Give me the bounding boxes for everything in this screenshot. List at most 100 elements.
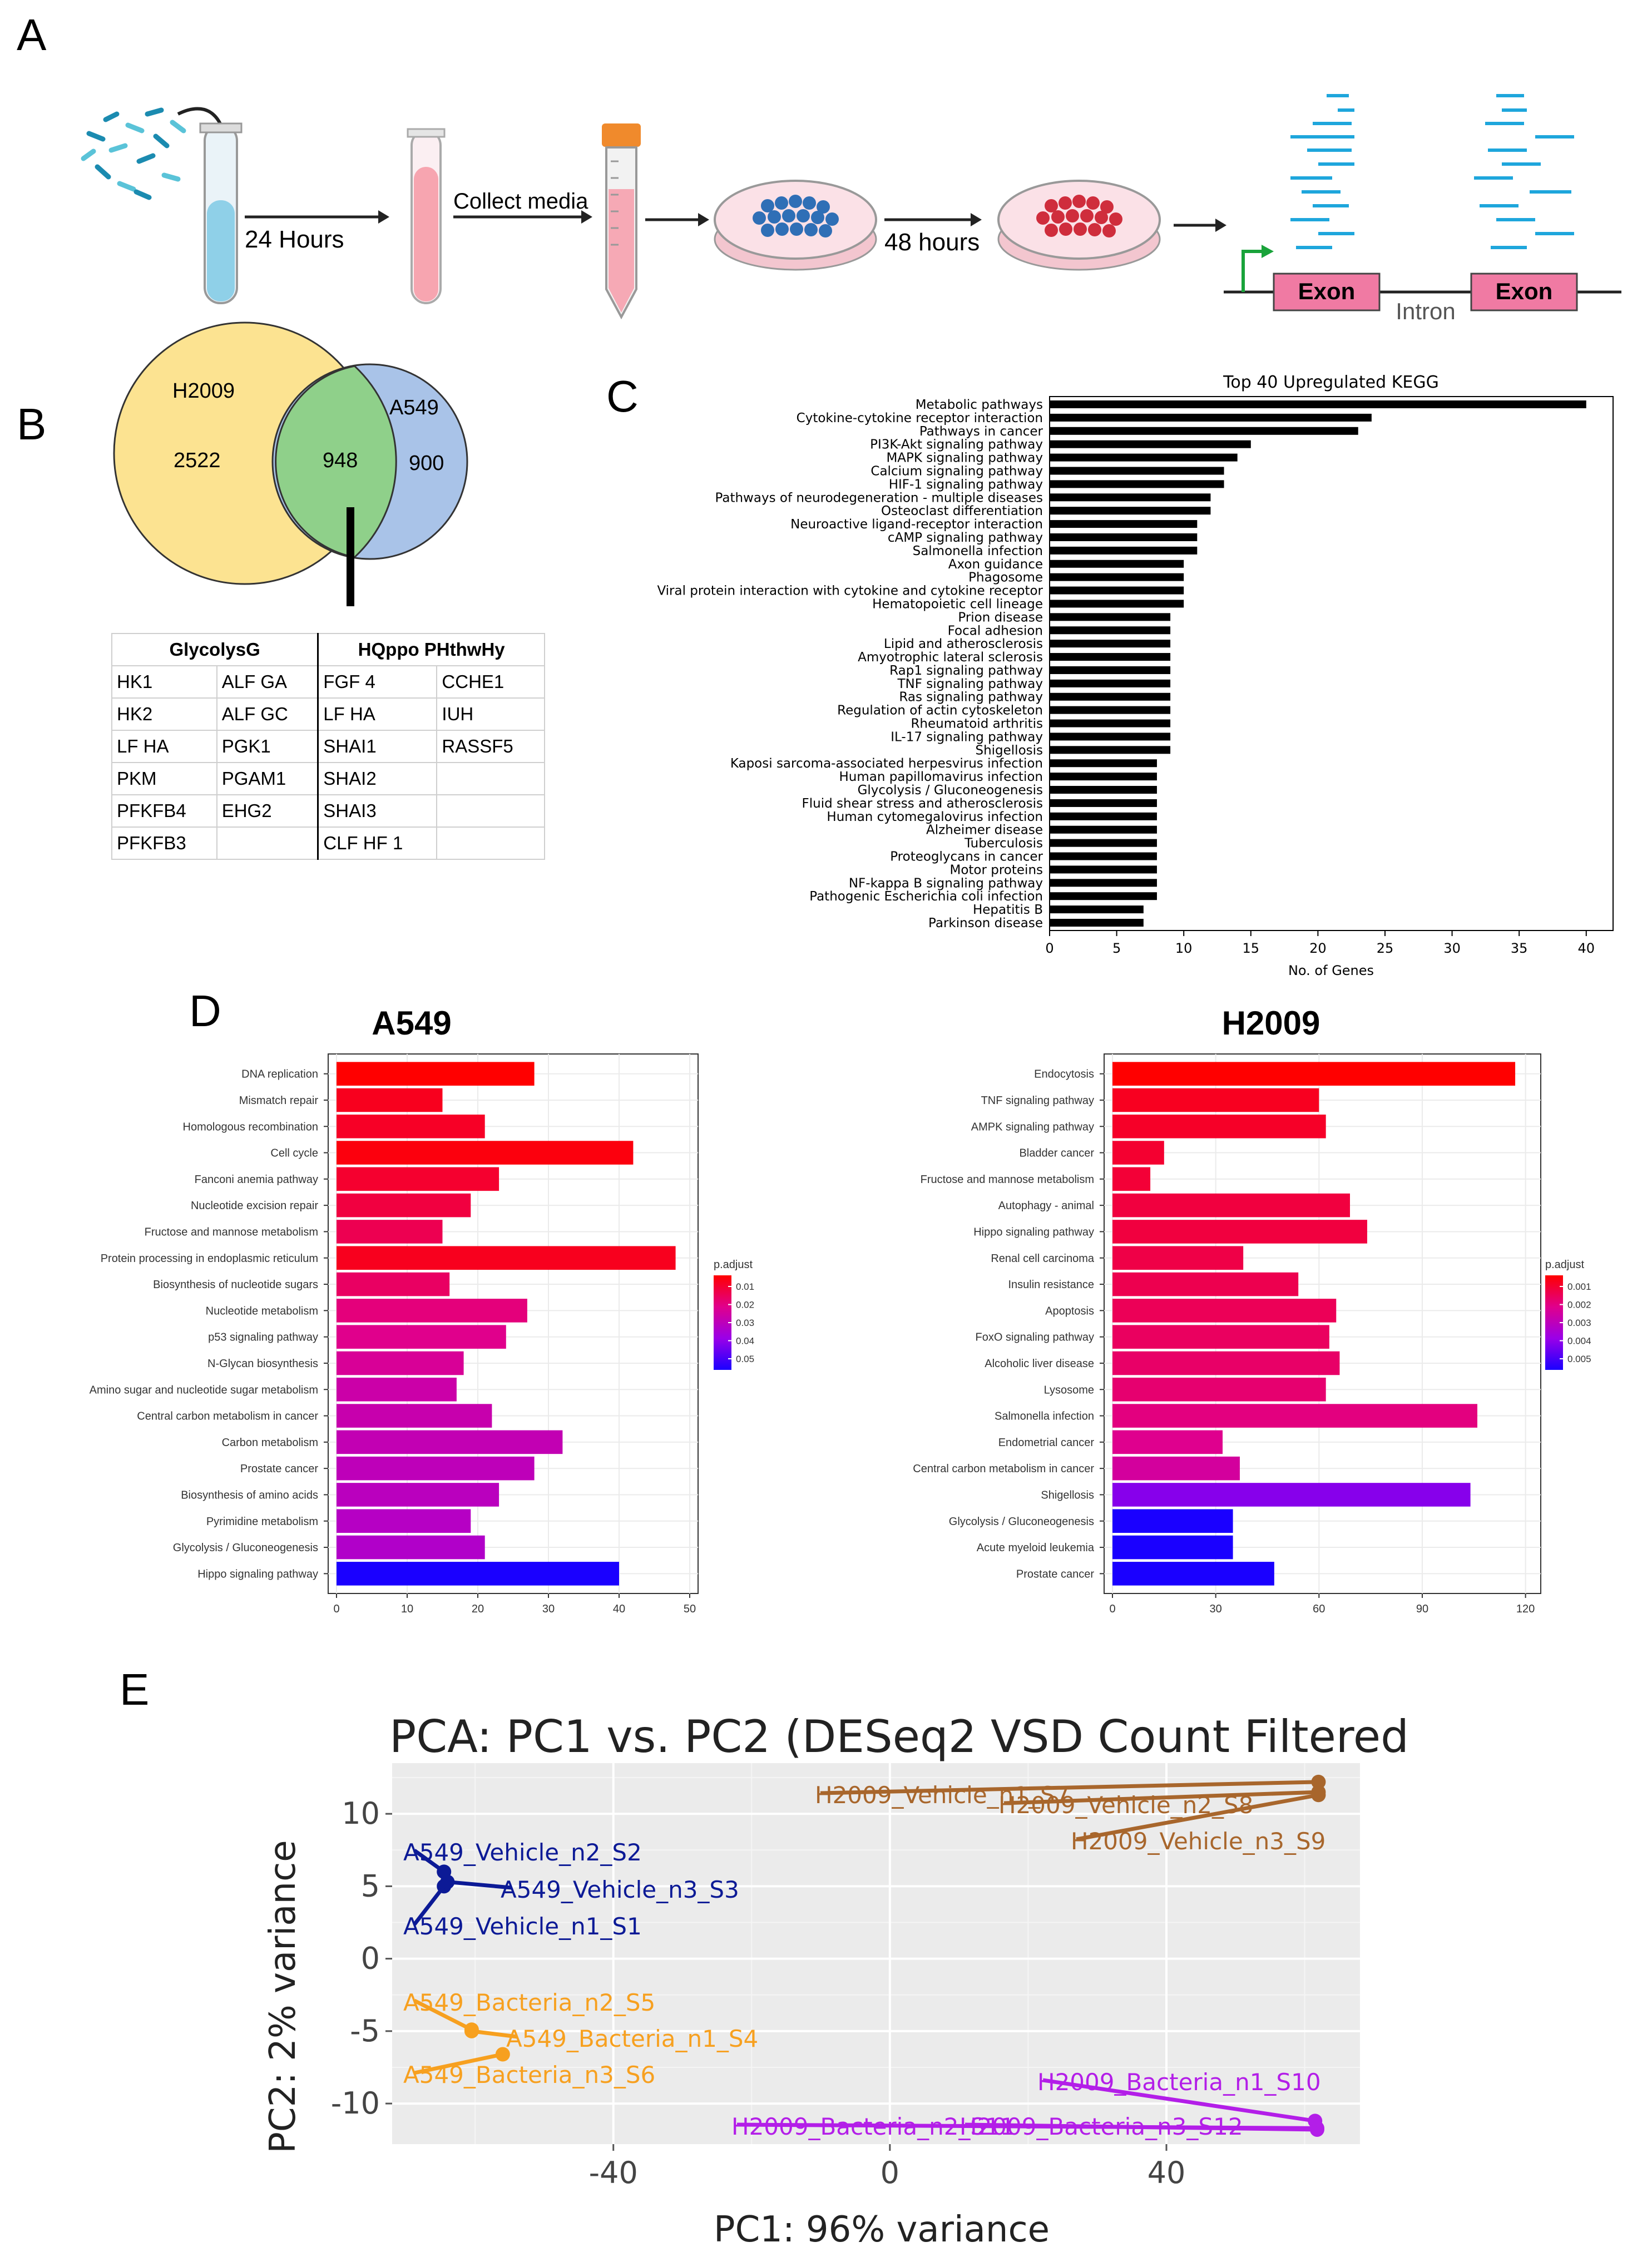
kegg-bar	[1050, 413, 1372, 422]
a549-category-label: Carbon metabolism	[222, 1437, 318, 1449]
h2009-bar	[1112, 1456, 1240, 1481]
pca-point-label: A549_Bacteria_n3_S6	[403, 2061, 655, 2088]
kegg-x-tick-label: 35	[1511, 941, 1528, 956]
h2009-category-label: Acute myeloid leukemia	[977, 1542, 1095, 1554]
kegg-category-label: Fluid shear stress and atherosclerosis	[802, 796, 1043, 811]
h2009-bar	[1112, 1141, 1164, 1165]
a549-bar	[337, 1167, 499, 1191]
a549-bar	[337, 1483, 499, 1507]
a549-category-label: Biosynthesis of amino acids	[181, 1489, 318, 1501]
pca-y-tick-label: 0	[361, 1941, 380, 1976]
table-row: HK1 ALF GA FGF 4 CCHE1	[111, 665, 545, 699]
table-cell: EHG2	[216, 794, 319, 828]
pca-label-leader	[820, 1780, 1319, 1795]
kegg-bar	[1050, 493, 1211, 502]
kegg-bar	[1050, 706, 1171, 714]
table-row: LF HA PGK1 SHAI1 RASSF5	[111, 730, 545, 763]
kegg-x-tick-label: 20	[1309, 941, 1327, 956]
panel-e-pca: E PCA: PC1 vs. PC2 (DESeq2 VSD Count Fil…	[120, 1665, 1409, 2247]
kegg-bar	[1050, 560, 1184, 568]
table-cell: SHAI2	[317, 762, 438, 795]
kegg-category-label: Neuroactive ligand-receptor interaction	[790, 517, 1043, 532]
h2009-bar	[1112, 1509, 1233, 1533]
table-cell: IUH	[436, 697, 545, 731]
a549-legend-tick-label: 0.01	[736, 1281, 754, 1292]
kegg-category-label: Calcium signaling pathway	[870, 464, 1043, 478]
pca-label-leader	[965, 2122, 1317, 2132]
pca-point-label: H2009_Bacteria_n3_S12	[959, 2113, 1243, 2140]
a549-category-label: Central carbon metabolism in cancer	[137, 1410, 318, 1423]
kegg-bar	[1050, 812, 1157, 820]
pca-y-tick-label: 10	[342, 1796, 380, 1831]
pca-y-tick-label: -5	[350, 2013, 380, 2048]
petri-dish-red-cells-icon	[997, 180, 1161, 271]
kegg-category-label: Hematopoietic cell lineage	[872, 597, 1043, 611]
a549-bar	[337, 1220, 443, 1244]
kegg-bar	[1050, 799, 1157, 807]
h2009-legend-tick-label: 0.003	[1567, 1318, 1591, 1328]
h2009-category-label: Autophagy - animal	[998, 1200, 1094, 1212]
h2009-category-label: Endocytosis	[1034, 1068, 1094, 1081]
kegg-plot-frame	[1049, 396, 1614, 931]
kegg-bar	[1050, 865, 1157, 874]
h2009-category-label: Salmonella infection	[995, 1410, 1094, 1423]
h2009-category-label: Lysosome	[1044, 1384, 1094, 1396]
table-row: PFKFB3 CLF HF 1	[111, 826, 545, 860]
kegg-chart-title: Top 40 Upregulated KEGG	[1223, 373, 1439, 392]
a549-x-tick-label: 0	[333, 1603, 339, 1615]
venn-count-overlap: 948	[323, 449, 358, 472]
h2009-bar	[1112, 1430, 1223, 1454]
a549-category-label: Nucleotide excision repair	[191, 1200, 318, 1212]
kegg-bar	[1050, 467, 1224, 475]
kegg-category-label: TNF signaling pathway	[897, 677, 1043, 691]
exon-label-2: Exon	[1496, 278, 1553, 304]
h2009-x-tick-label: 90	[1416, 1603, 1428, 1615]
kegg-category-label: Pathogenic Escherichia coli infection	[809, 889, 1043, 904]
h2009-legend-title: p.adjust	[1545, 1259, 1584, 1271]
conical-tube-icon	[602, 123, 641, 320]
table-header-glycolysis: GlycolysG	[111, 633, 319, 666]
kegg-category-label: Rap1 signaling pathway	[889, 664, 1043, 678]
kegg-bar	[1050, 719, 1171, 727]
a549-x-tick-label: 50	[684, 1603, 696, 1615]
a549-category-label: Glycolysis / Gluconeogenesis	[173, 1542, 318, 1554]
h2009-legend-tick-label: 0.005	[1567, 1354, 1591, 1364]
kegg-category-label: Alzheimer disease	[926, 823, 1043, 838]
pca-point-label: H2009_Vehicle_n1_S7	[815, 1781, 1070, 1809]
kegg-bar	[1050, 892, 1157, 900]
a549-category-label: Pyrimidine metabolism	[206, 1516, 318, 1528]
h2009-category-label: Hippo signaling pathway	[973, 1226, 1094, 1238]
kegg-bar	[1050, 852, 1157, 860]
pca-label-leader	[414, 2052, 503, 2075]
exon-label-1: Exon	[1298, 278, 1356, 304]
h2009-category-label: Endometrial cancer	[998, 1437, 1095, 1449]
arrow-3-head-icon	[698, 213, 709, 226]
table-cell: SHAI3	[317, 794, 438, 828]
kegg-bar	[1050, 692, 1171, 701]
kegg-x-tick-label: 5	[1112, 941, 1121, 956]
pca-point-label: A549_Bacteria_n2_S5	[403, 1989, 655, 2016]
intron-label: Intron	[1396, 298, 1455, 324]
kegg-category-label: Osteoclast differentiation	[881, 504, 1043, 518]
h2009-category-label: Apoptosis	[1045, 1305, 1094, 1317]
h2009-bar	[1112, 1299, 1337, 1323]
table-header-hippo: HQppo PHthwHy	[317, 633, 546, 666]
kegg-bar	[1050, 613, 1171, 621]
pca-point	[1309, 2122, 1324, 2137]
h2009-bar	[1112, 1220, 1367, 1244]
a549-x-tick-label: 20	[472, 1603, 484, 1615]
kegg-x-axis-title: No. of Genes	[1288, 963, 1374, 978]
kegg-category-label: cAMP signaling pathway	[888, 531, 1043, 545]
h2009-x-tick-label: 30	[1210, 1603, 1222, 1615]
kegg-category-label: Tuberculosis	[964, 837, 1043, 851]
pca-x-tick-label: -40	[589, 2155, 638, 2190]
a549-legend-tick-label: 0.04	[736, 1336, 754, 1347]
h2009-chart-title: H2009	[1222, 1004, 1320, 1042]
pca-y-tick-label: 5	[361, 1868, 380, 1903]
kegg-bar	[1050, 786, 1157, 794]
kegg-x-tick-label: 25	[1377, 941, 1394, 956]
a549-legend-tick-label: 0.03	[736, 1318, 754, 1328]
h2009-legend-tick-label: 0.002	[1567, 1300, 1591, 1310]
venn-overlap	[275, 365, 397, 558]
kegg-category-label: Shigellosis	[975, 743, 1043, 758]
